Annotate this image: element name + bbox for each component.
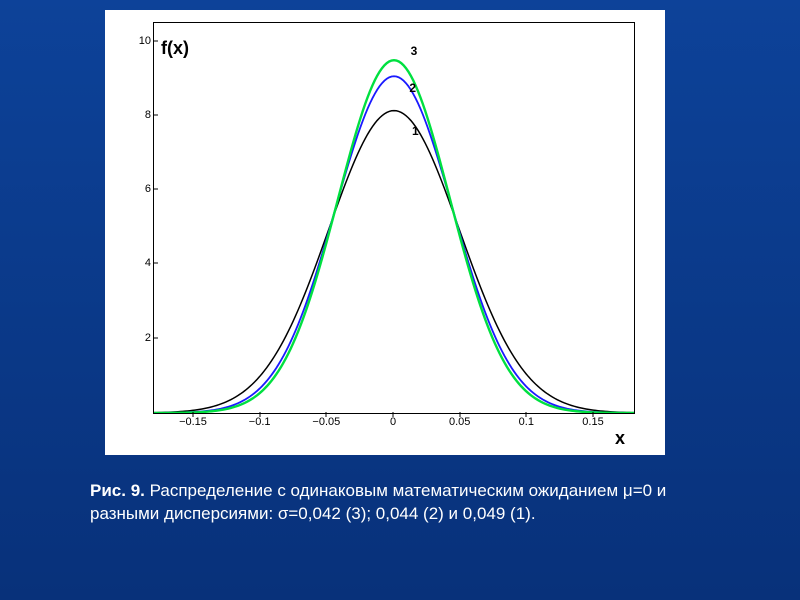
y-tick-mark [153,114,158,115]
x-axis-label: x [615,428,625,449]
y-axis-label: f(x) [161,38,189,59]
y-tick-label: 10 [137,35,151,47]
figure-caption: Рис. 9. Распределение c одинаковым матем… [90,480,700,526]
x-tick-label: 0.1 [519,416,534,428]
x-tick-mark [393,412,394,417]
y-tick-mark [153,263,158,264]
x-tick-mark [593,412,594,417]
y-tick-label: 8 [137,109,151,121]
x-tick-label: −0.1 [249,416,271,428]
curve-2 [154,76,634,413]
caption-prefix: Рис. 9. [90,481,145,500]
curve-label-1: 1 [412,124,419,138]
x-tick-mark [193,412,194,417]
curve-1 [154,111,634,413]
y-tick-label: 2 [137,332,151,344]
x-tick-mark [259,412,260,417]
caption-text: Распределение c одинаковым математически… [90,481,666,523]
x-tick-label: −0.05 [312,416,340,428]
x-tick-label: 0.05 [449,416,470,428]
x-tick-mark [459,412,460,417]
x-tick-label: 0 [390,416,396,428]
plot-area: 1 2 3 [153,22,635,414]
x-tick-mark [526,412,527,417]
chart-panel: 1 2 3 f(x) x 2 4 6 8 10 −0.15 −0.1 −0.05 0 0.05 0.1… [105,10,665,455]
y-tick-mark [153,189,158,190]
curves-svg [154,23,634,413]
y-tick-label: 6 [137,183,151,195]
y-tick-mark [153,40,158,41]
curve-3 [154,60,634,413]
curve-label-3: 3 [411,44,418,58]
x-tick-label: −0.15 [179,416,207,428]
y-tick-label: 4 [137,257,151,269]
y-tick-mark [153,337,158,338]
x-tick-mark [326,412,327,417]
curve-label-2: 2 [409,81,416,95]
x-tick-label: 0.15 [582,416,603,428]
